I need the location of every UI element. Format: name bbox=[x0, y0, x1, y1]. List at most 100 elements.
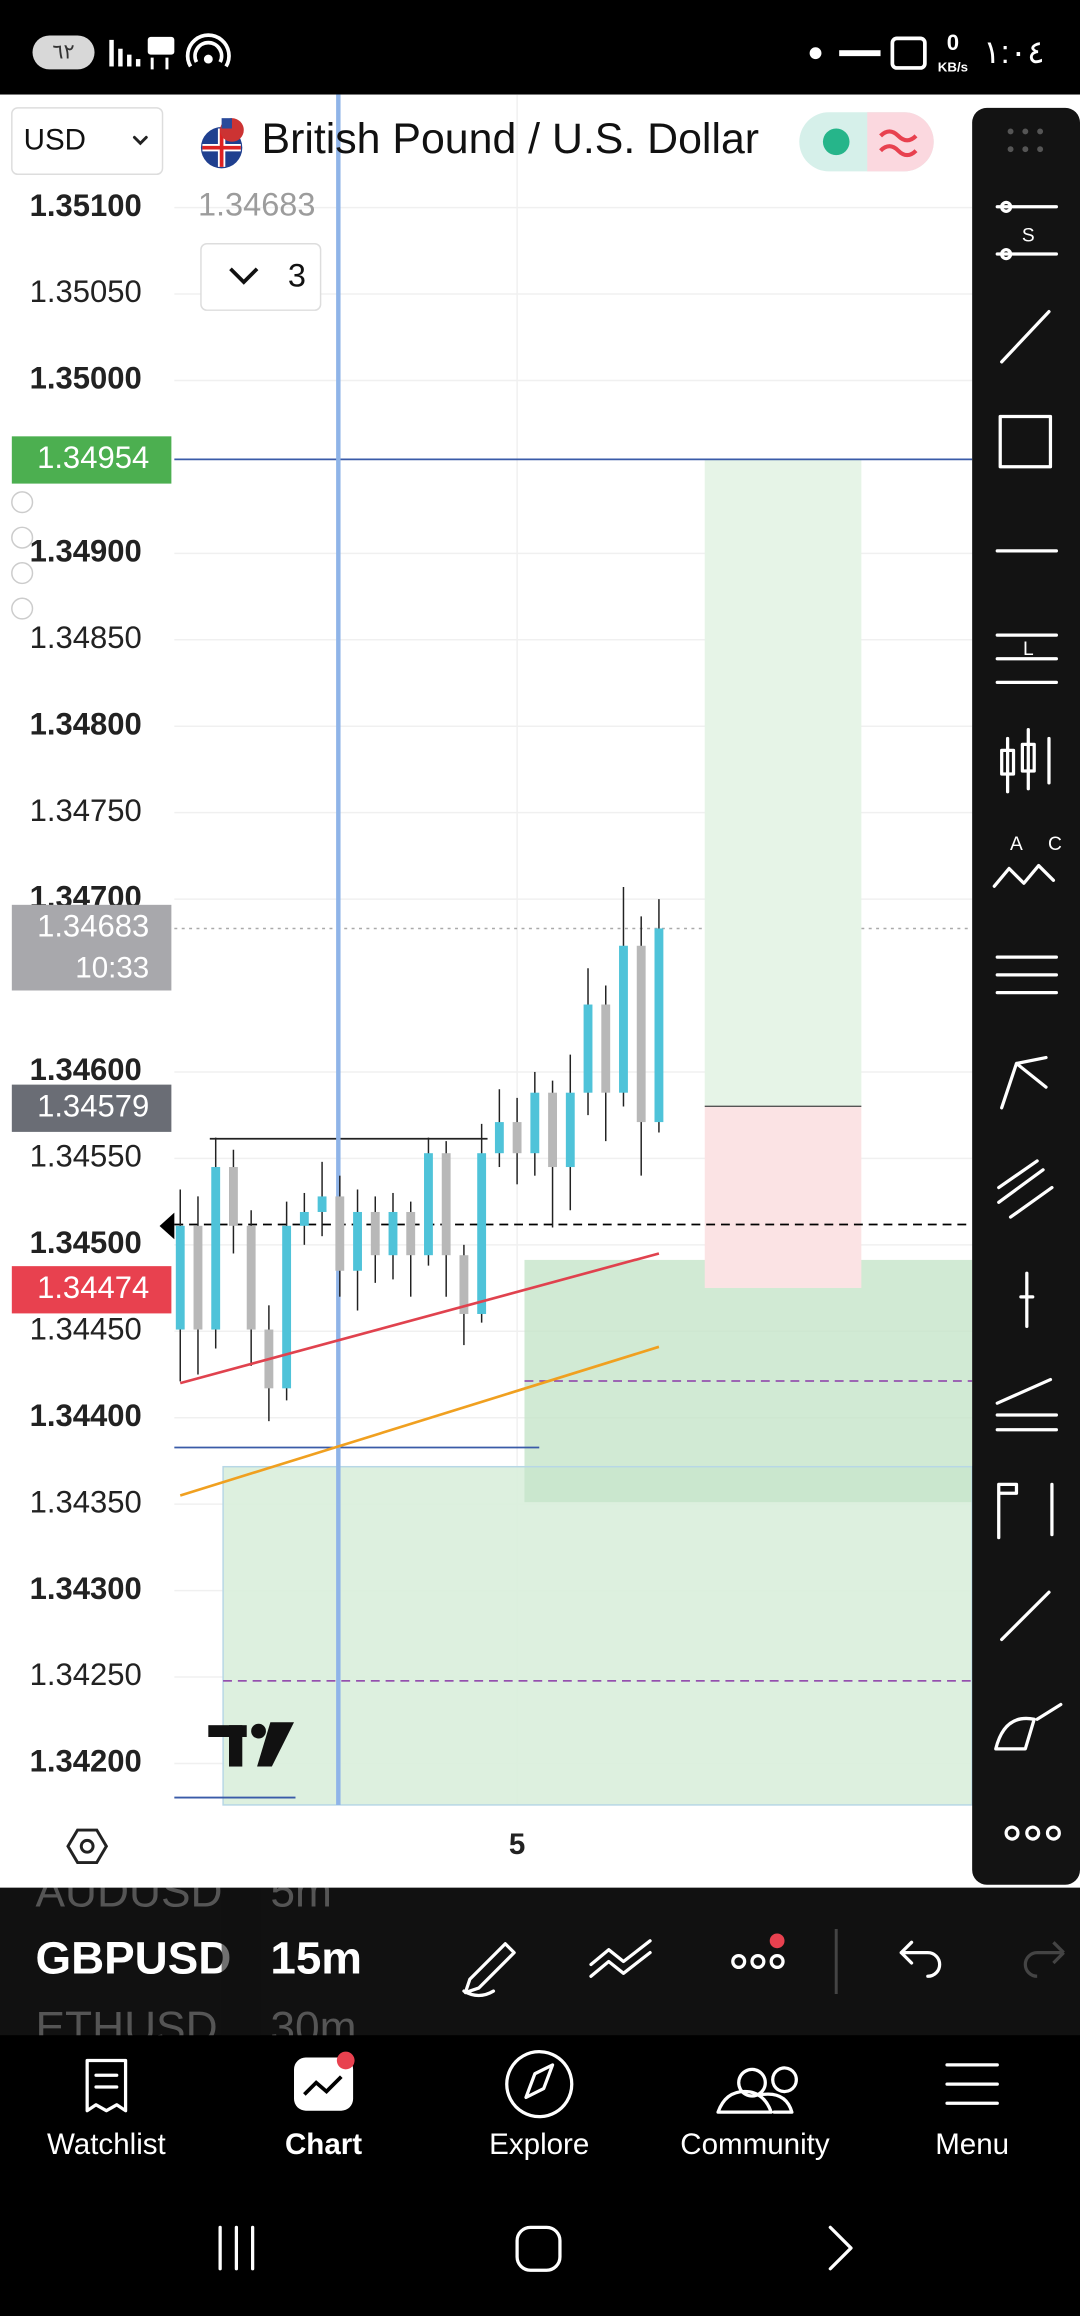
nav-label[interactable]: Chart bbox=[285, 2128, 362, 2161]
strip-symbol[interactable]: ETHUSD bbox=[35, 2004, 217, 2053]
y-tick-label: 1.34350 bbox=[30, 1484, 142, 1519]
candle-body bbox=[548, 1092, 557, 1168]
nav-icon[interactable] bbox=[505, 2050, 574, 2119]
candle-body bbox=[229, 1167, 238, 1226]
currency[interactable]: USD bbox=[24, 124, 86, 157]
tool[interactable] bbox=[995, 633, 1058, 685]
tool[interactable] bbox=[998, 414, 1053, 469]
y-tick-label: 1.34300 bbox=[30, 1571, 142, 1606]
strip-symbol[interactable]: GBPUSD bbox=[35, 1933, 231, 1984]
undo[interactable] bbox=[899, 1940, 942, 1978]
handle bbox=[11, 597, 34, 620]
svg-text:L: L bbox=[1023, 639, 1034, 660]
nav-icon[interactable] bbox=[294, 2057, 354, 2111]
strip-interval[interactable]: 5m bbox=[270, 1868, 332, 1917]
tool[interactable] bbox=[1019, 1271, 1035, 1329]
y-tick-label: 1.34900 bbox=[30, 534, 142, 569]
nav-label[interactable]: Watchlist bbox=[47, 2128, 166, 2161]
tool[interactable] bbox=[994, 1702, 1063, 1751]
handle bbox=[11, 562, 34, 585]
net-unit: KB/s bbox=[938, 59, 968, 74]
handle bbox=[11, 491, 34, 514]
price-label: 1.34474 bbox=[37, 1270, 149, 1305]
last-price: 1.34683 bbox=[198, 186, 315, 222]
candle-body bbox=[406, 1211, 416, 1256]
tool[interactable] bbox=[1000, 1590, 1051, 1642]
indicator-toggle[interactable]: 3 bbox=[200, 242, 322, 311]
nav-icon[interactable] bbox=[716, 2066, 798, 2114]
moving-average bbox=[179, 1345, 660, 1497]
redo[interactable] bbox=[1023, 1941, 1065, 1978]
symbol-title[interactable]: British Pound / U.S. Dollar bbox=[262, 115, 760, 163]
nav-icon[interactable] bbox=[85, 2058, 128, 2113]
strip-interval[interactable]: 15m bbox=[270, 1933, 362, 1984]
price-label-bg bbox=[11, 436, 172, 484]
symbol-strip: AUDUSD 5m GBPUSD 15m ETHUSD 30m bbox=[0, 1868, 1080, 2053]
tool[interactable] bbox=[992, 863, 1056, 888]
strip-interval[interactable]: 30m bbox=[270, 2004, 356, 2053]
price-label: 1.34954 bbox=[37, 440, 149, 475]
nav-label[interactable]: Community bbox=[680, 2128, 830, 2161]
candle-body bbox=[654, 928, 664, 1123]
back[interactable] bbox=[828, 2225, 853, 2271]
tool[interactable] bbox=[995, 1377, 1058, 1432]
candle-body bbox=[175, 1225, 185, 1330]
price-countdown: 10:33 bbox=[75, 952, 149, 985]
more-tool[interactable] bbox=[731, 1933, 785, 1970]
status-pill[interactable] bbox=[799, 112, 934, 172]
tool[interactable] bbox=[995, 955, 1058, 995]
flag bbox=[200, 118, 244, 169]
clock: ١:٠٤ bbox=[983, 34, 1044, 70]
y-tick-label: 1.34750 bbox=[30, 793, 142, 828]
status-bar: ٦٢ 0 KB/s ١:٠٤ bbox=[32, 30, 1045, 74]
tool[interactable] bbox=[1000, 728, 1051, 794]
y-tick-label: 1.35100 bbox=[30, 188, 142, 223]
tool[interactable] bbox=[1000, 310, 1051, 364]
bottom-nav: Watchlist Chart Explore Community Menu bbox=[0, 2035, 1080, 2201]
trend-tool[interactable] bbox=[589, 1939, 652, 1978]
home[interactable] bbox=[515, 2225, 562, 2272]
candle-body bbox=[565, 1092, 575, 1168]
y-tick-label: 1.35050 bbox=[30, 274, 142, 309]
candle-body bbox=[636, 945, 646, 1123]
candle-body bbox=[193, 1225, 203, 1330]
recents[interactable] bbox=[218, 2225, 255, 2271]
svg-text:C: C bbox=[1048, 834, 1062, 855]
price-label-bg bbox=[11, 1084, 172, 1132]
y-tick-label: 1.34200 bbox=[30, 1744, 142, 1779]
nav-icon[interactable] bbox=[945, 2063, 999, 2105]
drawings bbox=[159, 94, 973, 1806]
handle bbox=[11, 526, 34, 549]
price-label-bg bbox=[11, 904, 172, 991]
candle-body bbox=[459, 1255, 469, 1314]
moving-average bbox=[179, 1252, 660, 1385]
candle-body bbox=[619, 945, 628, 1093]
indicator-count[interactable]: 3 bbox=[288, 257, 306, 293]
strip-symbol[interactable]: AUDUSD bbox=[35, 1868, 222, 1917]
tool[interactable] bbox=[997, 1159, 1054, 1219]
draw-tool[interactable] bbox=[462, 1942, 516, 1998]
tool[interactable] bbox=[997, 1482, 1054, 1540]
drawing-toolbar: S L A C bbox=[972, 107, 1080, 1885]
currency-select[interactable]: USD bbox=[11, 107, 164, 176]
nav-label[interactable]: Explore bbox=[489, 2128, 589, 2161]
candle-body bbox=[282, 1225, 292, 1389]
y-tick-label: 1.34850 bbox=[30, 620, 142, 655]
price-label: 1.34683 bbox=[37, 909, 149, 944]
tool[interactable] bbox=[1004, 1825, 1061, 1841]
marker bbox=[159, 1212, 175, 1240]
y-tick-label: 1.35000 bbox=[30, 361, 142, 396]
candle-body bbox=[530, 1092, 540, 1154]
system-nav bbox=[218, 2225, 853, 2272]
strip-bg bbox=[0, 1887, 1080, 2036]
tool[interactable] bbox=[995, 200, 1058, 261]
candle-body bbox=[424, 1153, 433, 1256]
tv-logo bbox=[208, 1722, 295, 1767]
settings-icon[interactable] bbox=[66, 1828, 109, 1865]
nav-label[interactable]: Menu bbox=[935, 2128, 1009, 2161]
price-label-bg bbox=[11, 1266, 172, 1314]
tool[interactable] bbox=[1000, 1055, 1048, 1110]
candle-body bbox=[211, 1167, 221, 1330]
battery-level: ٦٢ bbox=[52, 41, 74, 64]
